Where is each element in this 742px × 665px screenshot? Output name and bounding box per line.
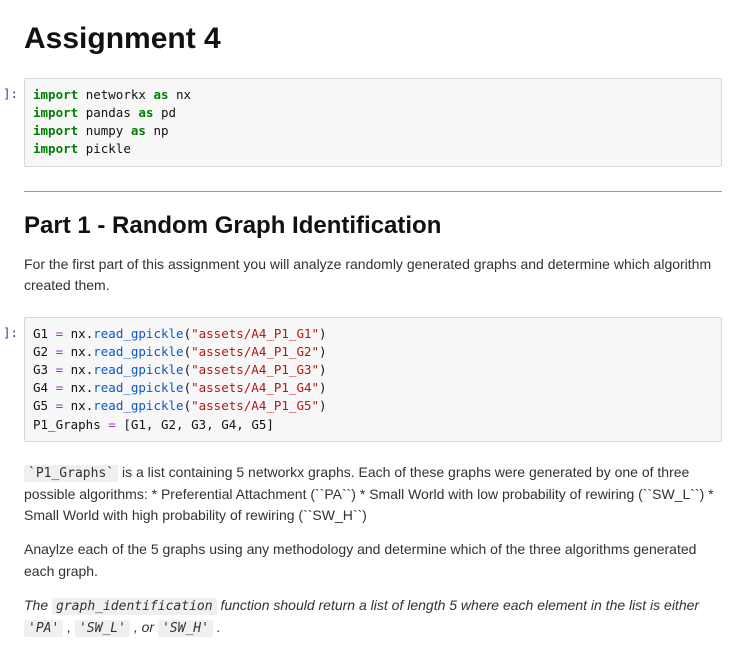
- markdown-cell: Assignment 4: [0, 6, 742, 74]
- divider: [24, 191, 722, 192]
- code-content: G1 = nx.read_gpickle("assets/A4_P1_G1") …: [24, 317, 742, 442]
- markdown-content: `P1_Graphs` is a list containing 5 netwo…: [24, 450, 742, 651]
- markdown-cell: Part 1 - Random Graph Identification For…: [0, 171, 742, 313]
- markdown-content: Part 1 - Random Graph Identification For…: [24, 175, 742, 309]
- paragraph: For the first part of this assignment yo…: [24, 254, 722, 297]
- cell-prompt: ]:: [0, 317, 24, 340]
- code-source: G1 = nx.read_gpickle("assets/A4_P1_G1") …: [33, 325, 713, 434]
- code-cell: ]: import networkx as nx import pandas a…: [0, 74, 742, 171]
- code-input-area[interactable]: import networkx as nx import pandas as p…: [24, 78, 722, 167]
- cell-prompt: [0, 10, 24, 18]
- markdown-content: Assignment 4: [24, 10, 742, 70]
- notebook-root: Assignment 4 ]: import networkx as nx im…: [0, 0, 742, 665]
- markdown-cell: `P1_Graphs` is a list containing 5 netwo…: [0, 446, 742, 655]
- code-input-area[interactable]: G1 = nx.read_gpickle("assets/A4_P1_G1") …: [24, 317, 722, 442]
- code-source: import networkx as nx import pandas as p…: [33, 86, 713, 159]
- code-cell: ]: G1 = nx.read_gpickle("assets/A4_P1_G1…: [0, 313, 742, 446]
- cell-prompt: [0, 450, 24, 458]
- section-heading: Part 1 - Random Graph Identification: [24, 212, 722, 240]
- cell-prompt: [0, 175, 24, 183]
- paragraph: Anaylze each of the 5 graphs using any m…: [24, 539, 722, 582]
- cell-prompt: ]:: [0, 78, 24, 101]
- paragraph: `P1_Graphs` is a list containing 5 netwo…: [24, 462, 722, 528]
- code-content: import networkx as nx import pandas as p…: [24, 78, 742, 167]
- paragraph: The graph_identification function should…: [24, 595, 722, 639]
- page-title: Assignment 4: [24, 22, 722, 56]
